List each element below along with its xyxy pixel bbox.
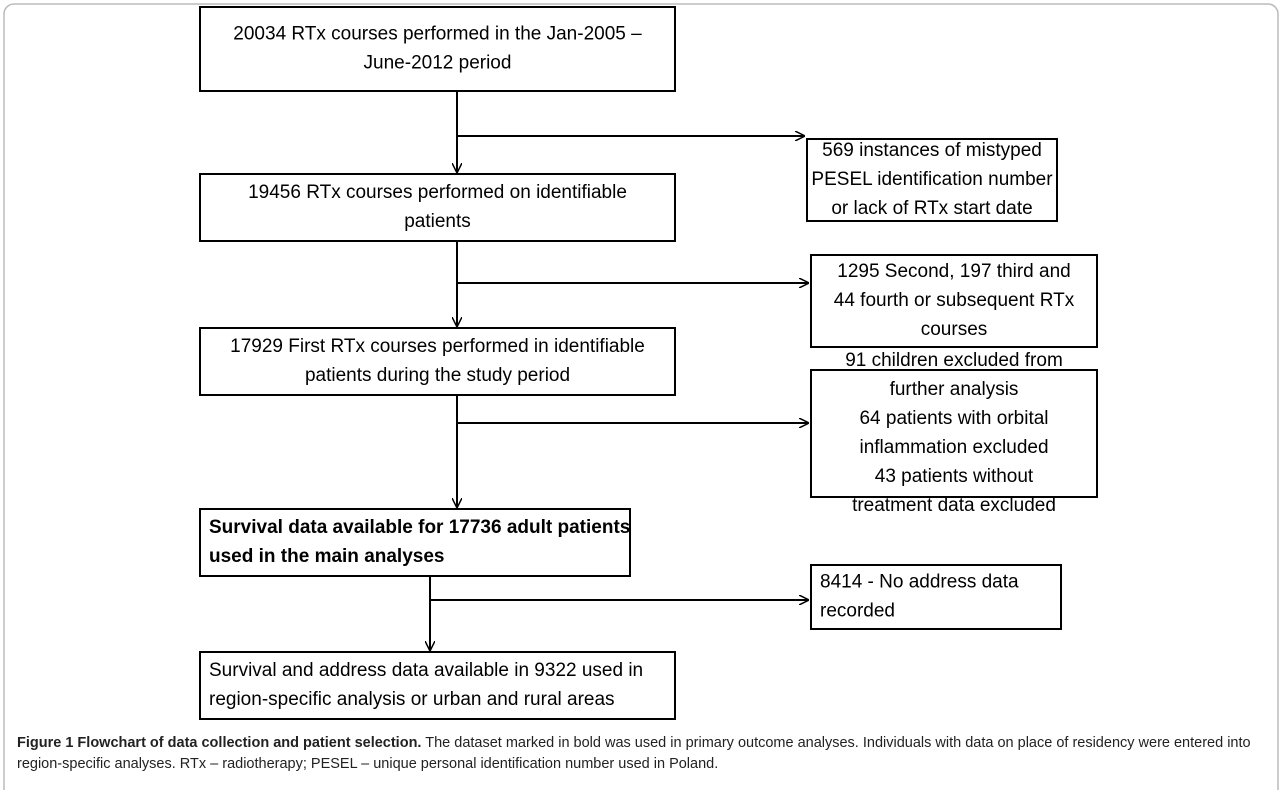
side-box-text: 8414 - No address data [820, 572, 1019, 593]
box [199, 6, 676, 92]
box-text: Survival data available for 17736 adult … [209, 517, 630, 538]
side-box-text: 569 instances of mistyped [822, 140, 1042, 161]
side-box [810, 564, 1062, 630]
side-box [806, 138, 1058, 222]
caption: Figure 1 Flowchart of data collection an… [17, 733, 1267, 775]
caption-text: The dataset marked in bold was used in p… [17, 735, 1251, 772]
side-box [810, 369, 1098, 498]
box-text: region-specific analysis or urban and ru… [209, 689, 615, 710]
side-box-text: 44 fourth or subsequent RTx [834, 290, 1075, 311]
side-box-text: 64 patients with orbital [859, 408, 1048, 429]
caption-title: Figure 1 Flowchart of data collection an… [17, 735, 422, 751]
box-text: patients during the study period [305, 365, 570, 386]
box-text: used in the main analyses [209, 546, 444, 567]
box [199, 327, 676, 396]
side-box-text: recorded [820, 601, 895, 622]
side-box [810, 254, 1098, 348]
box-text: patients [404, 211, 471, 232]
box-text: 20034 RTx courses performed in the Jan-2… [233, 24, 642, 45]
side-box-text: 1295 Second, 197 third and [837, 261, 1070, 282]
side-box-text: 43 patients without [875, 466, 1034, 487]
box [199, 651, 676, 720]
side-box-text: further analysis [890, 379, 1019, 400]
side-box-text: courses [921, 319, 988, 340]
side-box-text: or lack of RTx start date [831, 198, 1032, 219]
box-text: 17929 First RTx courses performed in ide… [230, 336, 645, 357]
frame [3, 3, 1279, 790]
side-box-text: inflammation excluded [859, 437, 1048, 458]
side-box-text: PESEL identification number [811, 169, 1053, 190]
box-text: 19456 RTx courses performed on identifia… [248, 182, 627, 203]
box [199, 508, 631, 577]
box [199, 173, 676, 242]
side-box-text: 91 children excluded from [845, 350, 1063, 371]
arrows [430, 91, 808, 650]
side-box-text: treatment data excluded [852, 495, 1056, 516]
box-text: June-2012 period [364, 53, 512, 74]
box-text: Survival and address data available in 9… [209, 660, 643, 681]
